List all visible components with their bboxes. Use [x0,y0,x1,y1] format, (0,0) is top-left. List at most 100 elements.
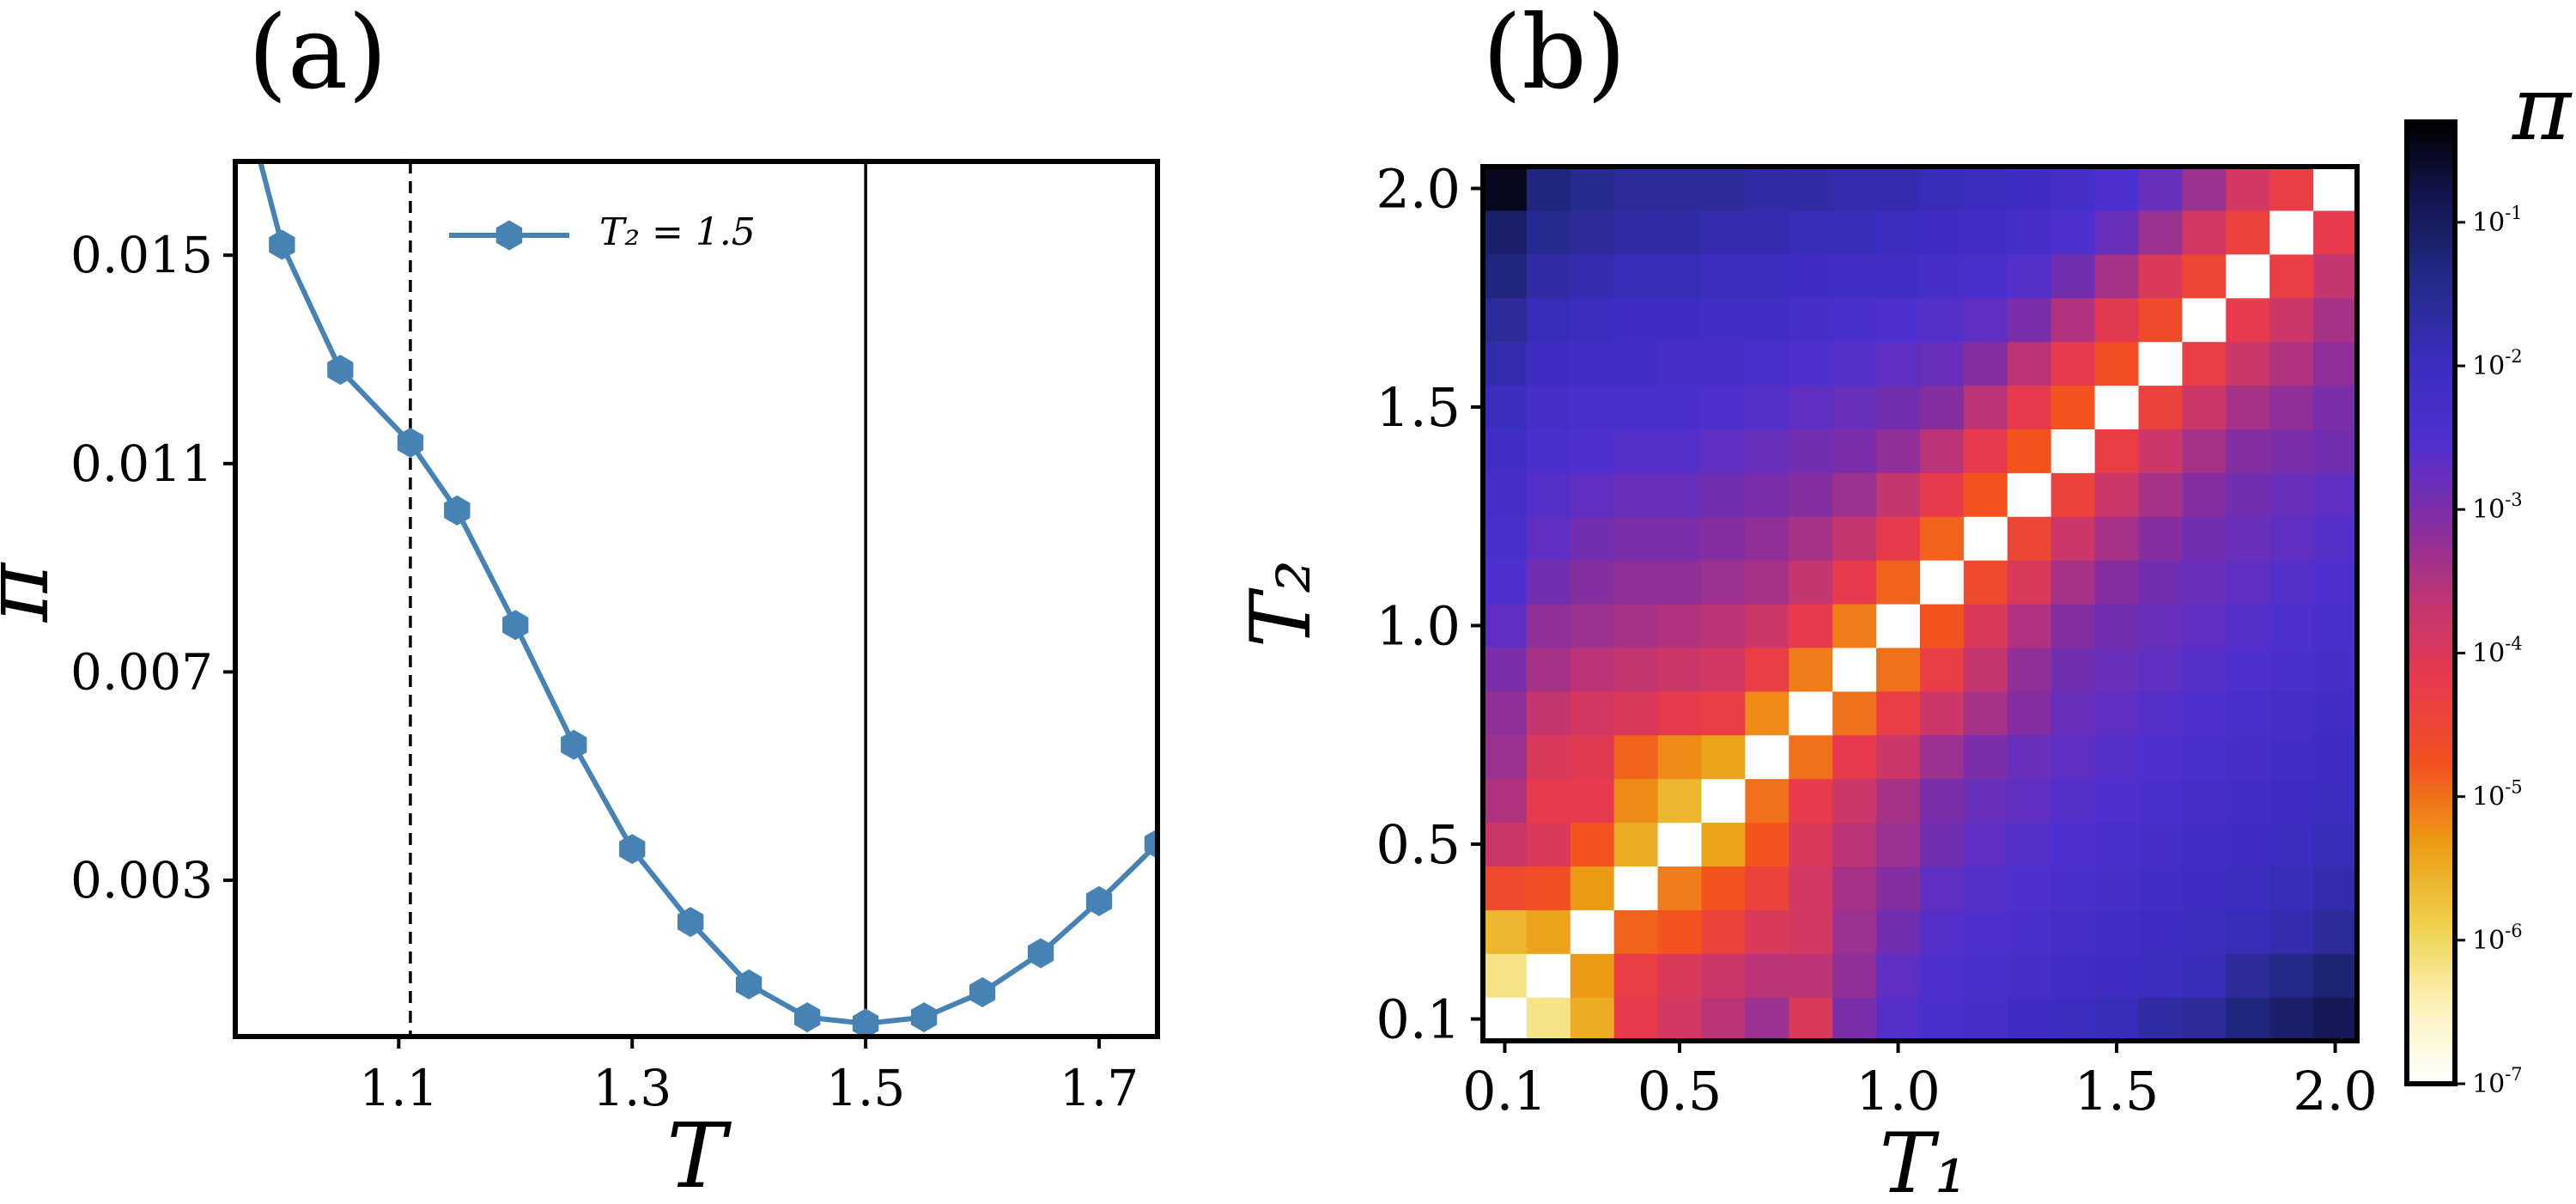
heatmap-cell [1745,516,1789,561]
heatmap-cell [2269,560,2314,605]
heatmap-cell [1789,690,1833,736]
heatmap-cell [1526,604,1571,648]
heatmap-cell [2050,647,2096,692]
heatmap-cell [2182,516,2227,561]
heatmap-cell [2182,297,2227,343]
colorbar-ticks: 10-7 10-6 10-5 10-4 10-3 10-2 10-1 [2455,203,2523,1099]
y-tick: 0.011 [70,435,235,493]
y-tick: 0.5 [1376,813,1483,876]
heatmap-cell [1526,778,1571,824]
heatmap-cell [1701,210,1746,255]
heatmap-cell [1570,822,1615,867]
heatmap-cell [2138,341,2183,386]
heatmap-cell [2007,167,2052,211]
heatmap-cell [2050,297,2096,343]
heatmap-cell [1832,778,1877,824]
heatmap-cell [1613,734,1659,780]
heatmap-cell [2138,778,2183,824]
heatmap-cell [1657,253,1703,299]
heatmap-cell [2138,385,2183,429]
y-tick: 0.003 [70,851,235,909]
heatmap-cell [1701,472,1746,517]
heatmap-cell [1789,385,1833,429]
heatmap-cell [1963,953,2008,998]
heatmap-cell [1963,472,2008,517]
heatmap-cell [1789,429,1833,473]
heatmap-cell [2226,690,2270,736]
heatmap-cell [2182,385,2227,429]
heatmap-cell [1613,253,1659,299]
heatmap-cell [1701,647,1746,692]
heatmap-cell [2226,385,2270,429]
heatmap-cell [1832,429,1877,473]
heatmap-cell [1745,647,1789,692]
heatmap-cell [2313,866,2358,910]
heatmap-cell [2138,297,2183,343]
heatmap-cell [1920,341,1965,386]
heatmap-cell [2050,472,2096,517]
heatmap-cell [1657,516,1703,561]
heatmap-cell [1745,909,1789,954]
heatmap-cell [1613,297,1659,343]
heatmap-cell [1570,690,1615,736]
heatmap-cell [2226,604,2270,648]
heatmap-cell [1657,647,1703,692]
data-point [1144,829,1157,860]
heatmap-cell [1963,866,2008,910]
x-tick-label: 1.0 [1856,1060,1941,1122]
heatmap-cell [2313,734,2358,780]
heatmap-cell [1832,341,1877,386]
heatmap-cell [1789,560,1833,605]
heatmap-cell [2313,560,2358,605]
heatmap-cell [1701,167,1746,211]
heatmap-cell [2007,341,2052,386]
heatmap-cell [1832,734,1877,780]
x-tick: 0.5 [1637,1041,1722,1122]
heatmap-cell [2007,997,2052,1042]
heatmap-cell [1701,297,1746,343]
x-axis-ticks: 1.1 1.3 1.5 1.7 [359,1037,1139,1117]
heatmap-cell [1876,822,1921,867]
x-tick: 2.0 [2293,1041,2378,1122]
panel-b-label: (b) [1482,0,1626,112]
heatmap-cell [1613,822,1659,867]
heatmap-cell [1745,953,1789,998]
heatmap-cell [1613,167,1659,211]
heatmap-cell [2050,604,2096,648]
heatmap-cell [1832,516,1877,561]
heatmap-cell [1832,997,1877,1042]
heatmap-cell [1657,690,1703,736]
heatmap-cell [1876,472,1921,517]
heatmap-cell [1570,516,1615,561]
heatmap-cell [2138,690,2183,736]
heatmap-cell [2269,429,2314,473]
heatmap-cell [1526,734,1571,780]
heatmap-cell [1657,297,1703,343]
x-tick: 1.5 [826,1037,905,1117]
y-tick-label: 0.011 [70,435,213,493]
heatmap-cell [2094,429,2140,473]
heatmap-cell [1745,690,1789,736]
heatmap-cell [1613,516,1659,561]
heatmap-cell [1920,866,1965,910]
heatmap-cell [2269,822,2314,867]
heatmap-cell [1526,909,1571,954]
x-tick-label: 1.5 [826,1059,905,1117]
heatmap-cell [1876,778,1921,824]
heatmap-cell [2226,647,2270,692]
heatmap-cell [2182,953,2227,998]
colorbar-tick: 10-2 [2455,346,2523,381]
heatmap-cell [1526,866,1571,910]
heatmap-cell [2007,429,2052,473]
panel-a-label: (a) [248,0,387,112]
heatmap-cell [2094,341,2140,386]
heatmap-cell [2313,953,2358,998]
heatmap-cell [1876,909,1921,954]
heatmap-cell [2094,210,2140,255]
heatmap-cell [2007,560,2052,605]
heatmap-cell [1526,516,1571,561]
heatmap-cell [1483,953,1528,998]
heatmap-cell [2007,297,2052,343]
heatmap-cell [2313,472,2358,517]
x-tick-label: 0.1 [1462,1060,1547,1122]
